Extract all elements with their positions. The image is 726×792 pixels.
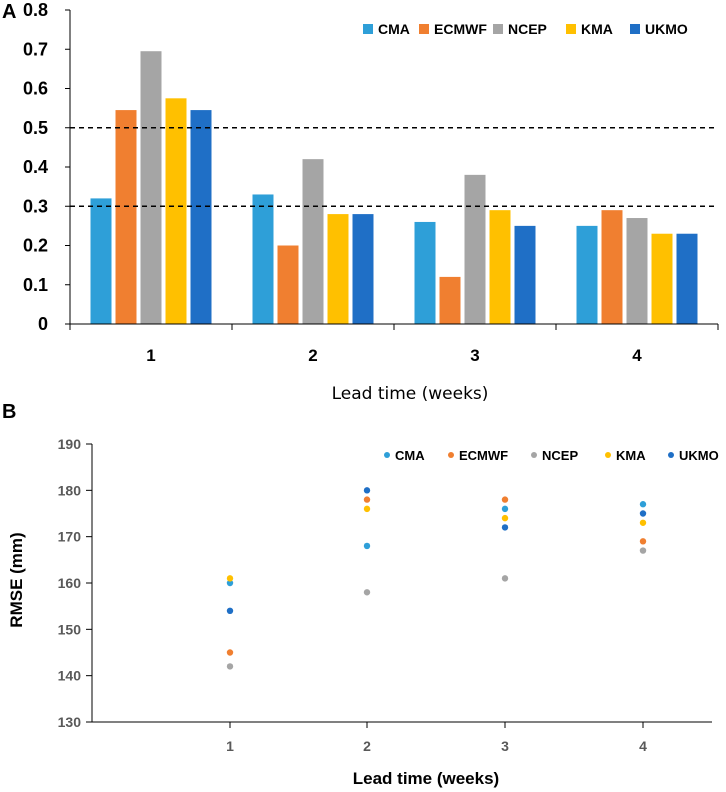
y-tick-label-a: 0.6 bbox=[23, 79, 48, 99]
point-ecmwf-week-2 bbox=[363, 496, 371, 503]
y-tick-label-b: 130 bbox=[58, 714, 82, 730]
y-tick-label-b: 190 bbox=[58, 436, 82, 452]
bar-ukmo-week-2 bbox=[352, 214, 374, 324]
point-cma-week-4 bbox=[639, 501, 647, 508]
y-tick-label-a: 0.8 bbox=[23, 0, 48, 20]
y-tick-label-b: 170 bbox=[58, 529, 82, 545]
y-tick-label-b: 140 bbox=[58, 668, 82, 684]
bar-ncep-week-2 bbox=[302, 159, 324, 324]
y-tick-label-b: 150 bbox=[58, 621, 82, 637]
y-tick-label-b: 160 bbox=[58, 575, 82, 591]
bar-cma-week-4 bbox=[576, 225, 598, 324]
bar-kma-week-4 bbox=[651, 233, 673, 324]
bar-ecmwf-week-2 bbox=[277, 245, 299, 324]
point-ukmo-week-3 bbox=[501, 524, 509, 531]
bar-ecmwf-week-4 bbox=[601, 210, 623, 324]
bar-ncep-week-1 bbox=[140, 51, 162, 325]
bar-ncep-week-3 bbox=[464, 174, 486, 324]
y-tick-label-a: 0.4 bbox=[23, 157, 48, 177]
legend-swatch-ukmo bbox=[630, 24, 640, 34]
x-tick-label-a: 3 bbox=[470, 346, 479, 365]
y-tick-label-a: 0.7 bbox=[23, 39, 48, 59]
chart-a: 0 0.1 0.2 0.3 0.4 0.5 0.6 0.7 0.8 1 2 3 4 Lead time (… bbox=[23, 0, 719, 404]
point-cma-week-3 bbox=[501, 505, 509, 513]
legend-label-ukmo: UKMO bbox=[645, 21, 688, 37]
legend-swatch-ncep bbox=[493, 24, 503, 34]
point-kma-week-2 bbox=[363, 505, 371, 513]
legend-label-cma: CMA bbox=[378, 21, 410, 37]
point-kma-week-1 bbox=[226, 575, 234, 582]
point-ukmo-week-1 bbox=[226, 607, 234, 614]
point-ncep-week-1 bbox=[226, 663, 234, 670]
legend-label-kma: KMA bbox=[581, 21, 613, 37]
bar-cma-week-1 bbox=[90, 198, 112, 324]
x-tick-label-a: 4 bbox=[632, 346, 642, 365]
x-tick-label-b: 2 bbox=[363, 738, 371, 754]
bar-kma-week-2 bbox=[327, 214, 349, 324]
point-ukmo-week-2 bbox=[363, 487, 371, 494]
legend-label-ukmo-b: UKMO bbox=[679, 448, 719, 463]
bar-ukmo-week-4 bbox=[676, 233, 698, 324]
y-tick-label-a: 0.5 bbox=[23, 118, 48, 138]
point-ecmwf-week-3 bbox=[501, 496, 509, 503]
y-tick-label-b: 180 bbox=[58, 482, 82, 498]
y-tick-label-a: 0.2 bbox=[23, 236, 48, 256]
point-ncep-week-2 bbox=[363, 589, 371, 596]
legend-marker-kma-b bbox=[605, 452, 611, 458]
point-ncep-week-3 bbox=[501, 575, 509, 582]
x-tick-label-b: 3 bbox=[501, 738, 509, 754]
y-tick-label-a: 0.3 bbox=[23, 196, 48, 216]
point-kma-week-3 bbox=[501, 514, 509, 522]
point-ukmo-week-4 bbox=[639, 510, 647, 517]
x-axis-label-b: Lead time (weeks) bbox=[353, 769, 499, 788]
y-tick-label-a: 0 bbox=[38, 314, 48, 334]
point-cma-week-2 bbox=[363, 542, 371, 550]
legend-swatch-kma bbox=[566, 24, 576, 34]
x-tick-label-b: 1 bbox=[226, 738, 234, 754]
panel-a-label: A bbox=[2, 1, 16, 23]
y-tick-label-a: 0.1 bbox=[23, 275, 48, 295]
legend-label-kma-b: KMA bbox=[616, 448, 646, 463]
x-axis-label-a: Lead time (weeks) bbox=[332, 384, 489, 404]
bar-ecmwf-week-3 bbox=[439, 276, 461, 324]
bar-ukmo-week-3 bbox=[514, 225, 536, 324]
point-ncep-week-4 bbox=[639, 547, 647, 554]
legend-swatch-cma bbox=[363, 24, 373, 34]
x-tick-label-b: 4 bbox=[639, 738, 647, 754]
bar-kma-week-1 bbox=[165, 98, 187, 324]
legend-marker-ncep-b bbox=[531, 452, 537, 458]
bar-ncep-week-4 bbox=[626, 218, 648, 324]
legend-marker-ukmo-b bbox=[668, 452, 674, 458]
chart-b: 130 140 150 160 170 180 190 1 2 3 4 Lead time (week… bbox=[7, 436, 719, 788]
x-tick-label-a: 2 bbox=[308, 346, 317, 365]
panel-b-label: B bbox=[2, 401, 16, 423]
legend-swatch-ecmwf bbox=[419, 24, 429, 34]
legend-label-cma-b: CMA bbox=[395, 448, 425, 463]
legend-marker-cma-b bbox=[384, 452, 390, 458]
bar-cma-week-3 bbox=[414, 221, 436, 324]
legend-label-ecmwf-b: ECMWF bbox=[459, 448, 508, 463]
y-axis-label-b: RMSE (mm) bbox=[7, 532, 26, 627]
bar-ecmwf-week-1 bbox=[115, 110, 137, 325]
legend-label-ecmwf: ECMWF bbox=[434, 21, 487, 37]
bar-ukmo-week-1 bbox=[190, 110, 212, 325]
point-cma-week-1 bbox=[226, 579, 234, 587]
x-tick-label-a: 1 bbox=[146, 346, 155, 365]
bar-kma-week-3 bbox=[489, 210, 511, 324]
legend-marker-ecmwf-b bbox=[448, 452, 454, 458]
point-kma-week-4 bbox=[639, 519, 647, 526]
legend-label-ncep-b: NCEP bbox=[542, 448, 578, 463]
legend-label-ncep: NCEP bbox=[508, 21, 547, 37]
point-ecmwf-week-4 bbox=[639, 538, 647, 545]
point-ecmwf-week-1 bbox=[226, 649, 234, 656]
bar-cma-week-2 bbox=[252, 194, 274, 324]
